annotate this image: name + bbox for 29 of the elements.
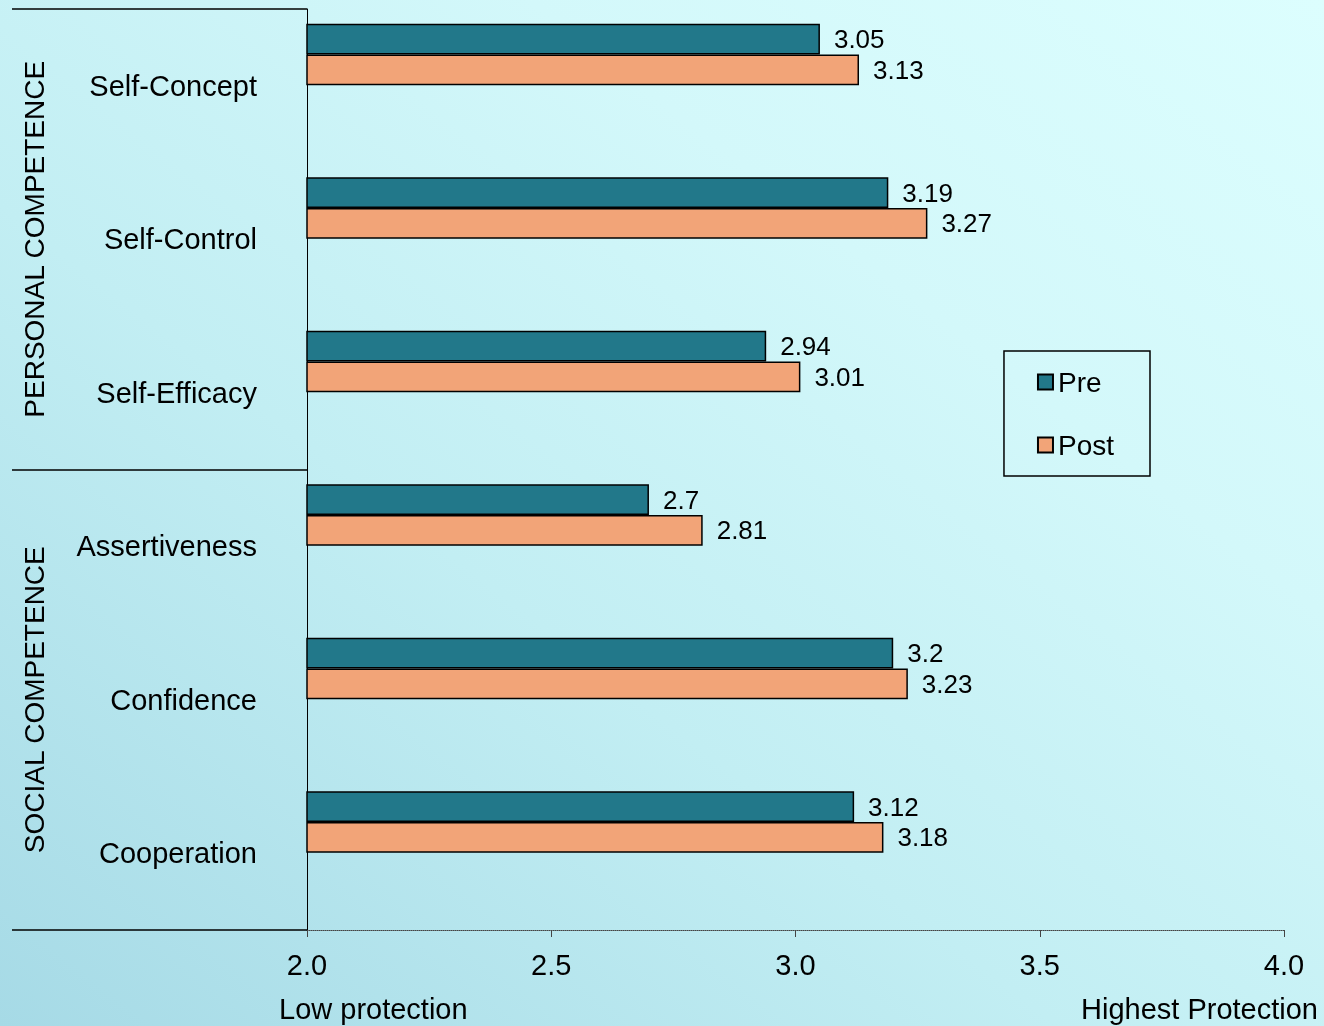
- data-label: 3.13: [873, 54, 924, 85]
- data-label: 3.05: [833, 24, 885, 55]
- legend-label: Pre: [1057, 366, 1102, 398]
- data-label: 3.19: [902, 177, 953, 208]
- x-tick-label: 2.0: [286, 948, 328, 981]
- y-tick-label: Cooperation: [99, 837, 257, 870]
- y-tick-label: Self-Concept: [89, 69, 257, 102]
- text: Highest Protection: [1081, 992, 1319, 1025]
- x-tick-label: 4.0: [1263, 948, 1305, 981]
- y-tick-label: Confidence: [110, 683, 257, 716]
- data-label: 2.7: [662, 484, 700, 515]
- text: SOCIAL COMPETENCE: [18, 546, 50, 854]
- data-label: 3.01: [814, 361, 865, 392]
- x-tick-label: 3.5: [1019, 948, 1060, 981]
- y-tick-label: Self-Control: [103, 223, 257, 256]
- data-label: 2.81: [716, 515, 768, 546]
- data-label: 3.23: [921, 668, 973, 699]
- data-label: 3.12: [868, 791, 919, 822]
- x-tick-label: 2.5: [531, 948, 572, 981]
- legend-label: Post: [1057, 429, 1115, 461]
- y-tick-label: Self-Efficacy: [96, 376, 258, 409]
- data-label: 3.27: [941, 208, 992, 239]
- data-label: 2.94: [780, 331, 831, 362]
- data-label: 3.18: [897, 822, 949, 853]
- data-label: 3.2: [907, 638, 944, 669]
- text: Low protection: [279, 992, 468, 1025]
- x-tick-label: 3.0: [775, 948, 816, 981]
- y-tick-label: Assertiveness: [76, 530, 257, 563]
- text: PERSONAL COMPETENCE: [18, 60, 50, 418]
